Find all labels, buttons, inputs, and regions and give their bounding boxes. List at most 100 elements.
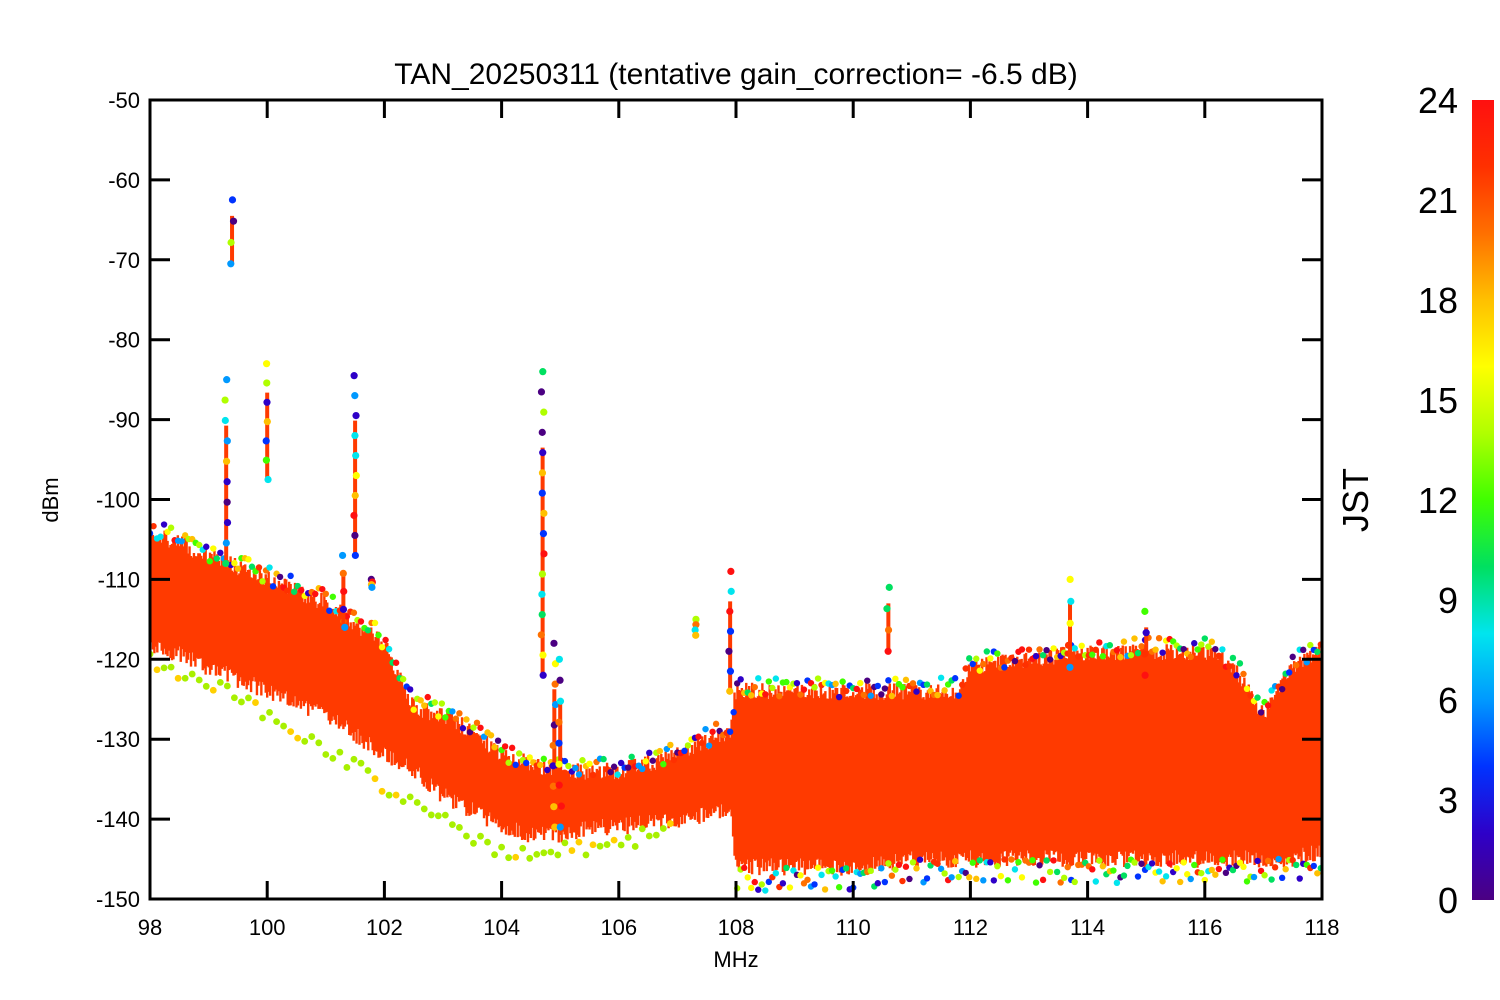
data-point (262, 437, 270, 445)
data-point (642, 758, 649, 765)
data-point (456, 710, 463, 717)
data-point (726, 667, 735, 675)
data-point (1254, 857, 1261, 865)
data-point (867, 692, 874, 699)
data-point (751, 683, 758, 691)
data-point (519, 844, 527, 852)
data-point (1271, 864, 1279, 871)
data-point (969, 660, 976, 668)
data-point (538, 590, 546, 598)
data-point (248, 563, 256, 570)
data-point (264, 475, 272, 484)
data-point (681, 747, 688, 755)
data-point (1099, 863, 1107, 870)
data-point (1198, 869, 1205, 877)
data-point (406, 686, 414, 693)
data-point (378, 643, 386, 651)
data-point (1113, 646, 1121, 654)
data-point (181, 674, 189, 682)
data-point (222, 539, 230, 547)
x-tick-label: 104 (483, 915, 520, 940)
noise-floor-bands (151, 530, 1322, 876)
data-point (230, 694, 238, 702)
data-point (1226, 663, 1233, 670)
data-point (1124, 862, 1131, 870)
colorbar-tick-label: 21 (1418, 180, 1458, 221)
data-point (853, 685, 860, 693)
data-point (424, 693, 431, 701)
peak (883, 583, 893, 655)
data-point (1215, 652, 1223, 660)
data-point (1293, 662, 1300, 669)
data-point (730, 709, 737, 716)
data-point (913, 865, 920, 872)
data-point (533, 850, 541, 858)
y-tick-label: -60 (108, 168, 140, 193)
data-point (645, 832, 653, 840)
data-point (607, 768, 614, 776)
peak-signals (221, 196, 1150, 831)
data-point (153, 666, 161, 674)
data-point (538, 428, 546, 436)
data-point (1264, 702, 1272, 709)
data-point (448, 821, 456, 829)
data-point (934, 691, 941, 699)
data-point (385, 791, 393, 799)
data-point (1066, 619, 1074, 627)
data-point (252, 699, 259, 706)
data-point (539, 368, 547, 376)
x-axis-label: MHz (713, 947, 758, 972)
data-point (1180, 859, 1187, 866)
data-point (624, 834, 632, 841)
data-point (744, 874, 751, 881)
x-tick-label: 106 (600, 915, 637, 940)
data-point (726, 728, 734, 735)
data-point (341, 623, 349, 631)
data-point (508, 744, 516, 752)
peak (221, 376, 232, 568)
data-point (557, 802, 565, 810)
data-point (1212, 871, 1219, 878)
data-point (727, 567, 735, 576)
data-point (885, 677, 892, 684)
data-point (1022, 661, 1029, 669)
data-point (174, 674, 182, 682)
data-point (151, 522, 157, 530)
data-point (544, 766, 551, 774)
data-point (223, 376, 231, 384)
data-point (1142, 629, 1150, 637)
x-tick-label: 108 (718, 915, 755, 940)
data-point (352, 451, 360, 460)
data-point (343, 764, 351, 771)
data-point (1106, 642, 1114, 649)
peak (555, 655, 565, 831)
data-point (1053, 868, 1061, 876)
data-point (322, 751, 330, 758)
data-point (1120, 872, 1128, 879)
data-point (338, 551, 347, 560)
data-point (884, 626, 893, 634)
data-point (202, 682, 210, 690)
data-point (1011, 866, 1019, 873)
data-point (555, 739, 563, 747)
data-point (617, 841, 625, 849)
data-point (892, 866, 899, 873)
data-point (259, 714, 266, 722)
data-point (1071, 645, 1078, 652)
data-point (1075, 653, 1082, 660)
data-point (807, 679, 815, 687)
data-point (269, 583, 277, 590)
data-point (326, 607, 333, 614)
data-point (1155, 868, 1163, 875)
data-point (1201, 635, 1209, 642)
data-point (617, 759, 625, 767)
data-point (1046, 656, 1054, 663)
data-point (1289, 856, 1296, 864)
data-point (1205, 643, 1212, 650)
data-point (526, 854, 534, 862)
data-point (505, 759, 512, 766)
data-point (702, 725, 709, 733)
data-point (329, 593, 337, 600)
data-point (434, 812, 442, 820)
data-point (221, 396, 229, 404)
